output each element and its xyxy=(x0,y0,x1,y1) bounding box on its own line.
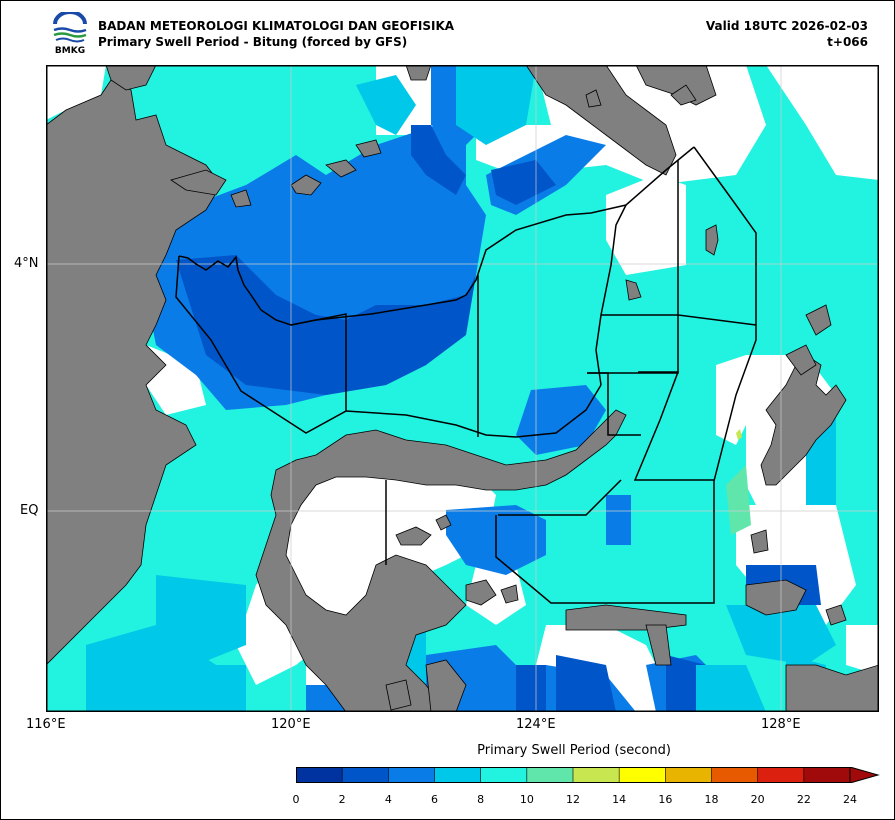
graticule xyxy=(46,65,879,712)
colorbar-extend-arrow xyxy=(849,766,880,784)
colorbar-tick-label: 14 xyxy=(612,793,627,806)
colorbar-segment xyxy=(757,766,805,784)
colorbar-segment xyxy=(803,766,851,784)
field-10-12 xyxy=(726,465,751,535)
colorbar-tick-label: 0 xyxy=(292,793,300,806)
colorbar-segment xyxy=(618,766,667,784)
ytick-label: EQ xyxy=(20,503,39,518)
colorbar-segment xyxy=(480,766,528,784)
colorbar-tick-label: 24 xyxy=(843,793,857,806)
colorbar-tick-label: 8 xyxy=(477,793,485,806)
colorbar xyxy=(295,766,880,787)
colorbar-outline xyxy=(296,767,851,783)
valid-time: Valid 18UTC 2026-02-03 xyxy=(705,19,868,33)
field-12-14 xyxy=(736,429,742,440)
colorbar-segment xyxy=(665,766,713,784)
bmkg-logo: BMKG xyxy=(50,10,90,56)
colorbar-tick-label: 10 xyxy=(519,793,534,806)
colorbar-tick-label: 12 xyxy=(566,793,580,806)
xtick-label: 120°E xyxy=(271,717,311,732)
colorbar-tick-label: 18 xyxy=(704,793,719,806)
xtick-label: 128°E xyxy=(761,717,801,732)
colorbar-segment xyxy=(388,766,436,784)
colorbar-tick-label: 6 xyxy=(431,793,438,806)
colorbar-tick-label: 16 xyxy=(658,793,673,806)
forecast-step: t+066 xyxy=(827,35,868,49)
map-canvas xyxy=(46,65,879,712)
xtick-label: 124°E xyxy=(516,717,556,732)
colorbar-segment xyxy=(711,766,759,784)
chart-subtitle: Primary Swell Period - Bitung (forced by… xyxy=(98,35,408,49)
land xyxy=(46,65,879,712)
colorbar-tick-label: 2 xyxy=(338,793,346,806)
swell-period-map xyxy=(46,65,879,712)
colorbar-segment xyxy=(526,766,574,784)
colorbar-segment xyxy=(434,766,482,784)
colorbar-tick-label: 22 xyxy=(796,793,811,806)
colorbar-tick-label: 20 xyxy=(750,793,765,806)
colorbar-segment xyxy=(295,766,343,784)
agency-name: BADAN METEOROLOGI KLIMATOLOGI DAN GEOFIS… xyxy=(98,19,455,33)
colorbar-segment xyxy=(341,766,390,784)
ytick-label: 4°N xyxy=(14,256,39,271)
logo-text: BMKG xyxy=(55,46,85,56)
xtick-label: 116°E xyxy=(26,717,66,732)
colorbar-title: Primary Swell Period (second) xyxy=(477,743,671,758)
forecast-zones xyxy=(175,146,757,604)
colorbar-segment xyxy=(572,766,620,784)
colorbar-tick-label: 4 xyxy=(384,793,392,806)
map-border xyxy=(46,65,879,712)
